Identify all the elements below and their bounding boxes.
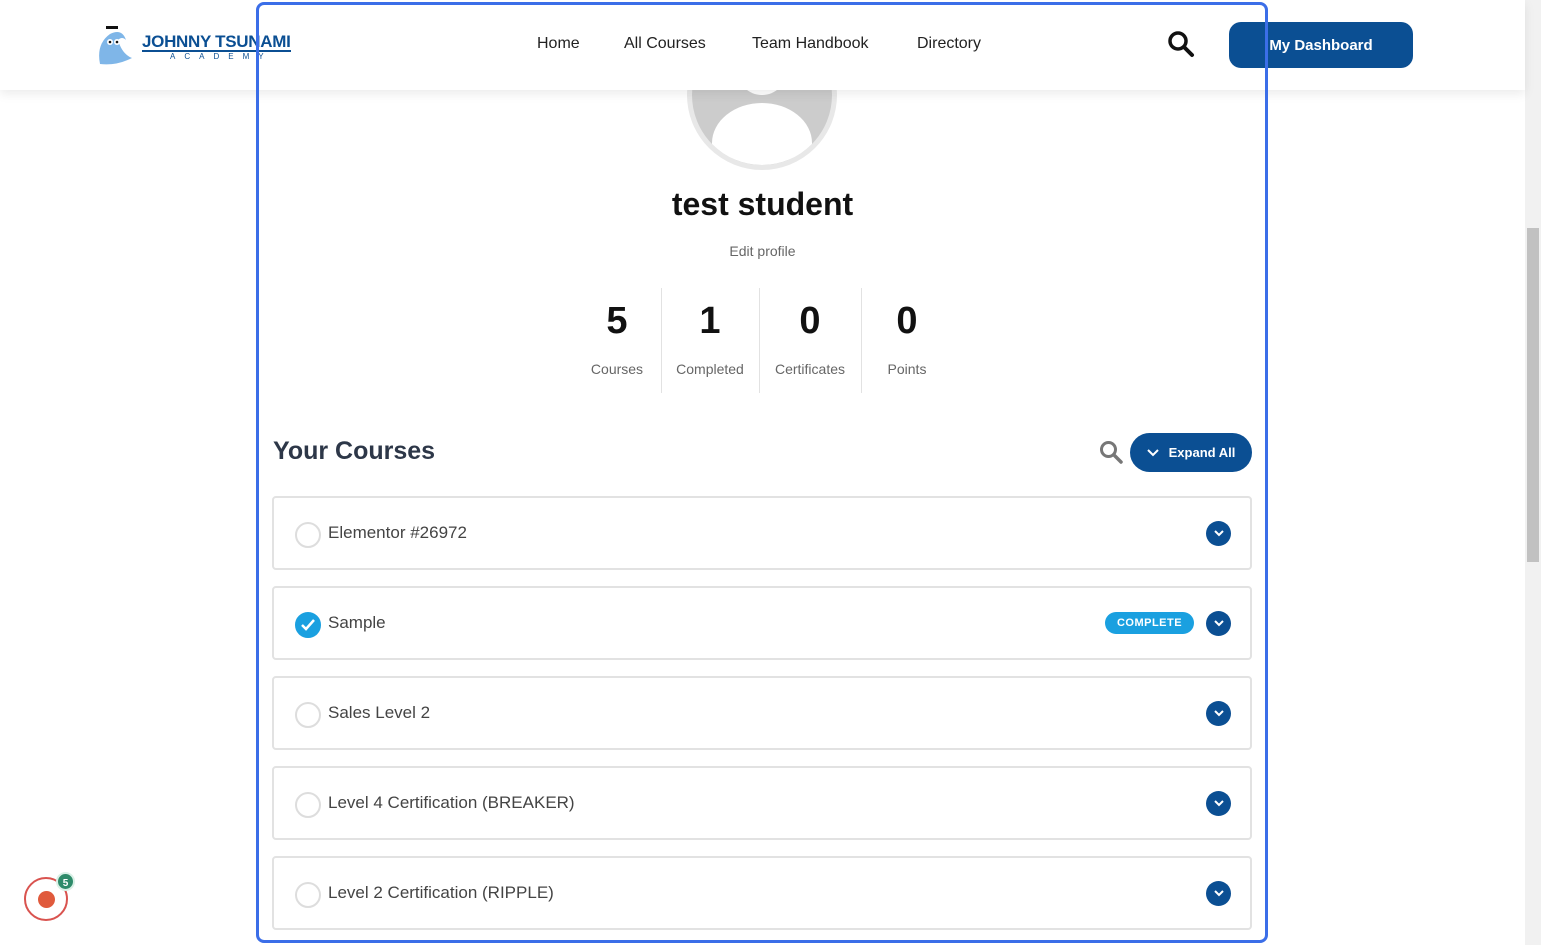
my-dashboard-button[interactable]: My Dashboard (1229, 22, 1413, 68)
chevron-down-icon (1146, 448, 1159, 456)
notification-button[interactable]: 5 (24, 872, 75, 921)
your-courses-heading: Your Courses (273, 437, 436, 465)
profile-name: test student (671, 186, 854, 222)
stat-divider (861, 288, 862, 393)
mascot-logo-icon (99, 26, 132, 65)
stat-points: 0 Points (887, 300, 927, 377)
expand-course-chevron-icon[interactable] (1206, 701, 1231, 726)
course-title[interactable]: Level 2 Certification (RIPPLE) (328, 883, 554, 902)
logo[interactable]: JOHNNY TSUNAMI ACADEMY (90, 20, 295, 70)
stat-certificates: 0 Certificates (774, 300, 846, 377)
course-row[interactable]: Sample COMPLETE (272, 586, 1252, 660)
course-row[interactable]: Elementor #26972 (272, 496, 1252, 570)
search-icon[interactable] (1167, 30, 1195, 58)
notification-count: 5 (56, 872, 75, 891)
course-row[interactable]: Level 2 Certification (RIPPLE) (272, 856, 1252, 930)
expand-course-chevron-icon[interactable] (1206, 791, 1231, 816)
course-title[interactable]: Sample (328, 613, 386, 632)
course-title[interactable]: Level 4 Certification (BREAKER) (328, 793, 575, 812)
record-icon (38, 891, 55, 908)
nav-home[interactable]: Home (537, 35, 580, 52)
status-circle-icon (295, 702, 321, 728)
expand-course-chevron-icon[interactable] (1206, 611, 1231, 636)
expand-all-button[interactable]: Expand All (1130, 433, 1252, 472)
scrollbar-thumb[interactable] (1527, 228, 1539, 562)
logo-name: JOHNNY TSUNAMI (142, 32, 291, 52)
status-circle-icon (295, 522, 321, 548)
nav-team-handbook[interactable]: Team Handbook (752, 35, 869, 52)
check-circle-icon (295, 612, 321, 638)
expand-course-chevron-icon[interactable] (1206, 881, 1231, 906)
course-row[interactable]: Sales Level 2 (272, 676, 1252, 750)
course-title[interactable]: Sales Level 2 (328, 703, 431, 722)
logo-sub: ACADEMY (170, 52, 273, 61)
status-circle-icon (295, 792, 321, 818)
course-search-icon[interactable] (1099, 440, 1123, 464)
status-circle-icon (295, 882, 321, 908)
nav-all-courses[interactable]: All Courses (624, 35, 706, 52)
edit-profile-link[interactable]: Edit profile (729, 243, 796, 259)
stat-divider (759, 288, 760, 393)
stat-divider (661, 288, 662, 393)
course-row[interactable]: Level 4 Certification (BREAKER) (272, 766, 1252, 840)
expand-course-chevron-icon[interactable] (1206, 521, 1231, 546)
site-header: JOHNNY TSUNAMI ACADEMY Home All Courses … (0, 0, 1525, 90)
complete-badge: COMPLETE (1105, 612, 1194, 634)
course-title[interactable]: Elementor #26972 (328, 523, 467, 542)
stat-courses: 5 Courses (590, 300, 644, 377)
nav-directory[interactable]: Directory (917, 35, 982, 52)
stat-completed: 1 Completed (676, 300, 744, 377)
